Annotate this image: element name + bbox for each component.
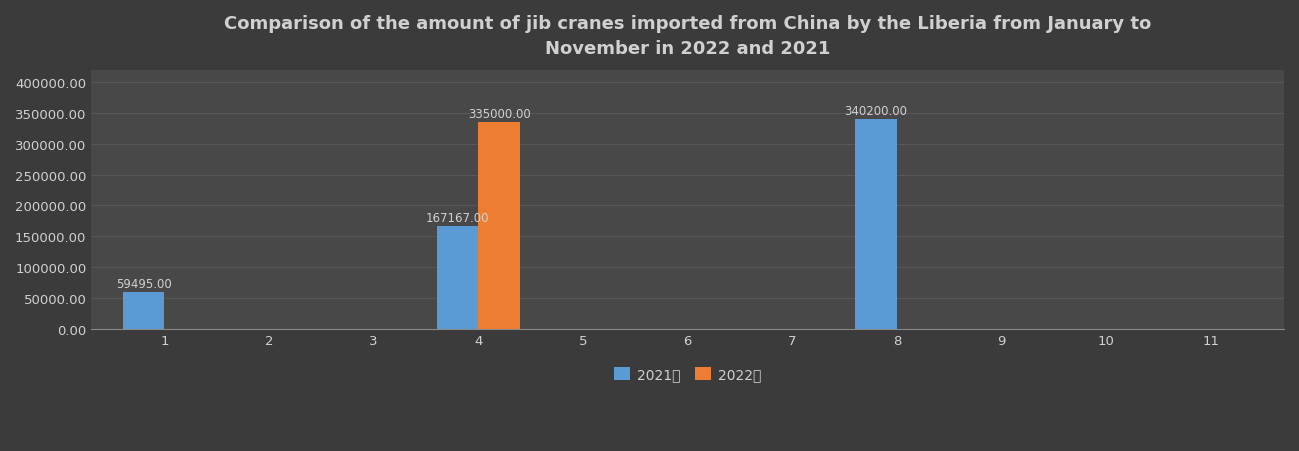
Bar: [436, 226, 478, 329]
Bar: [122, 292, 165, 329]
Text: 167167.00: 167167.00: [426, 212, 490, 224]
Text: 340200.00: 340200.00: [844, 105, 908, 118]
Bar: [478, 123, 520, 329]
Bar: [855, 120, 896, 329]
Text: 59495.00: 59495.00: [116, 278, 171, 290]
Title: Comparison of the amount of jib cranes imported from China by the Liberia from J: Comparison of the amount of jib cranes i…: [223, 15, 1151, 58]
Text: 335000.00: 335000.00: [468, 108, 531, 121]
Legend: 2021年, 2022年: 2021年, 2022年: [608, 362, 768, 387]
